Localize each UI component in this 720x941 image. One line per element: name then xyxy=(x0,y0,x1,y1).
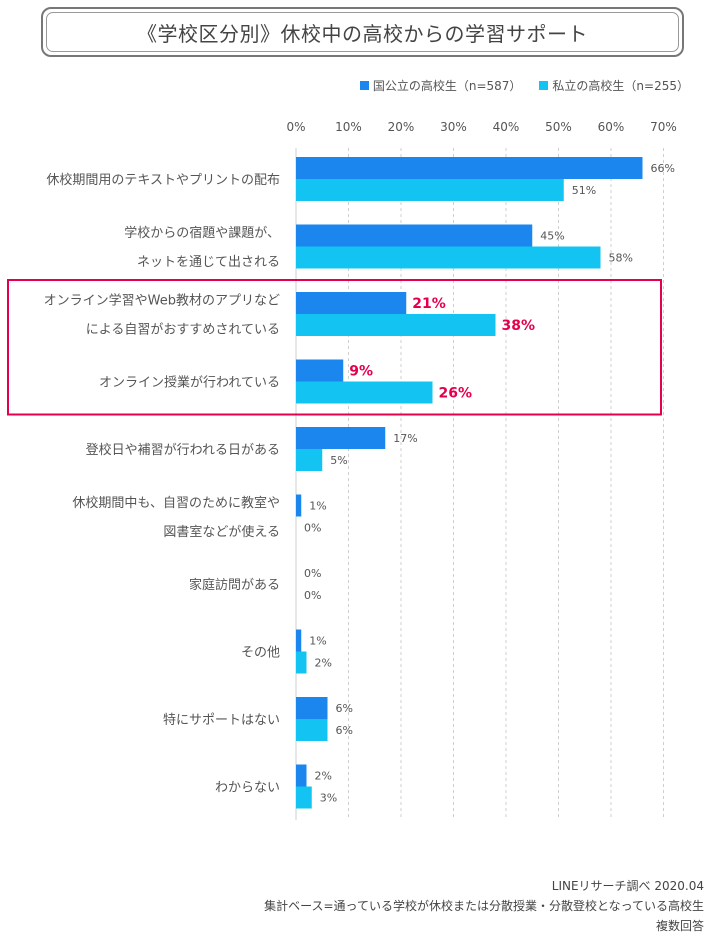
highlight-frame xyxy=(7,279,662,416)
x-tick-label: 70% xyxy=(650,120,677,134)
category-label: 家庭訪問がある xyxy=(189,577,280,593)
bar-public xyxy=(296,764,307,787)
legend-item-private: 私立の高校生（n=255） xyxy=(539,77,689,94)
value-label: 1% xyxy=(309,635,326,648)
category-label: 休校期間中も、自習のために教室や xyxy=(72,495,280,511)
title-inner-frame: 《学校区分別》休校中の高校からの学習サポート xyxy=(46,12,679,52)
bar-public xyxy=(296,427,386,449)
value-label: 2% xyxy=(315,657,332,670)
bar-public xyxy=(296,494,302,517)
bar-private xyxy=(296,381,433,404)
value-label: 3% xyxy=(320,792,337,805)
bar-private xyxy=(296,314,496,336)
legend-label-public: 国公立の高校生（n=587） xyxy=(372,79,522,93)
bar-private xyxy=(296,179,564,201)
value-label: 26% xyxy=(439,386,473,402)
value-label: 1% xyxy=(309,500,326,513)
value-label: 66% xyxy=(651,162,675,175)
category-label: 休校期間用のテキストやプリントの配布 xyxy=(46,172,280,188)
legend-item-public: 国公立の高校生（n=587） xyxy=(359,77,522,94)
category-label: 学校からの宿題や課題が、 xyxy=(124,225,280,241)
value-label: 9% xyxy=(349,364,373,380)
value-label: 51% xyxy=(572,184,596,197)
value-label: 58% xyxy=(609,252,633,265)
bar-public xyxy=(296,697,328,719)
title-frame: 《学校区分別》休校中の高校からの学習サポート xyxy=(41,7,684,57)
bar-public xyxy=(296,292,407,314)
category-label: オンライン授業が行われている xyxy=(99,375,280,391)
x-tick-label: 50% xyxy=(545,120,572,134)
bar-private xyxy=(296,786,312,809)
value-label: 6% xyxy=(336,702,353,715)
category-label: ネットを通じて出される xyxy=(137,255,280,270)
footer-notes: LINEリサーチ調べ 2020.04 集計ベース=通っている学校が休校または分散… xyxy=(264,876,704,936)
value-label: 6% xyxy=(336,724,353,737)
category-label: 特にサポートはない xyxy=(163,713,280,728)
value-label: 0% xyxy=(304,522,321,535)
bar-public xyxy=(296,157,643,179)
category-label: 図書室などが使える xyxy=(163,524,280,540)
category-label: オンライン学習やWeb教材のアプリなど xyxy=(44,293,280,309)
category-label: その他 xyxy=(241,646,280,661)
legend: 国公立の高校生（n=587） 私立の高校生（n=255） xyxy=(359,77,689,94)
category-label: 登校日や補習が行われる日がある xyxy=(86,442,280,458)
footer-base: 集計ベース=通っている学校が休校または分散授業・分散登校となっている高校生 xyxy=(264,899,704,913)
value-label: 0% xyxy=(304,589,321,602)
value-label: 21% xyxy=(412,296,446,312)
bar-public xyxy=(296,359,344,382)
bar-public xyxy=(296,629,302,652)
legend-label-private: 私立の高校生（n=255） xyxy=(552,79,689,93)
value-label: 45% xyxy=(540,230,564,243)
chart-title: 《学校区分別》休校中の高校からの学習サポート xyxy=(137,21,588,46)
category-label: わからない xyxy=(215,781,280,796)
x-tick-label: 60% xyxy=(598,120,625,134)
bar-public xyxy=(296,224,533,247)
x-tick-label: 10% xyxy=(335,120,362,134)
category-label: による自習がおすすめされている xyxy=(86,323,280,338)
legend-swatch-private xyxy=(539,81,549,90)
x-tick-label: 40% xyxy=(493,120,520,134)
value-label: 0% xyxy=(304,567,321,580)
value-label: 5% xyxy=(330,454,347,467)
value-label: 2% xyxy=(315,770,332,783)
value-label: 38% xyxy=(502,318,536,334)
bar-private xyxy=(296,449,323,471)
footer-source: LINEリサーチ調べ 2020.04 xyxy=(551,879,704,893)
value-label: 17% xyxy=(393,432,417,445)
x-tick-label: 20% xyxy=(388,120,415,134)
bar-private xyxy=(296,651,307,674)
bar-private xyxy=(296,719,328,741)
x-tick-label: 0% xyxy=(286,120,305,134)
legend-swatch-public xyxy=(359,81,369,90)
footer-note: 複数回答 xyxy=(655,919,704,933)
bar-private xyxy=(296,246,601,269)
x-tick-label: 30% xyxy=(440,120,467,134)
bar-chart: 0% 10% 20% 30% 40% 50% 60% 70% 66% 51% 休校期間用のテキストや… xyxy=(7,120,677,820)
